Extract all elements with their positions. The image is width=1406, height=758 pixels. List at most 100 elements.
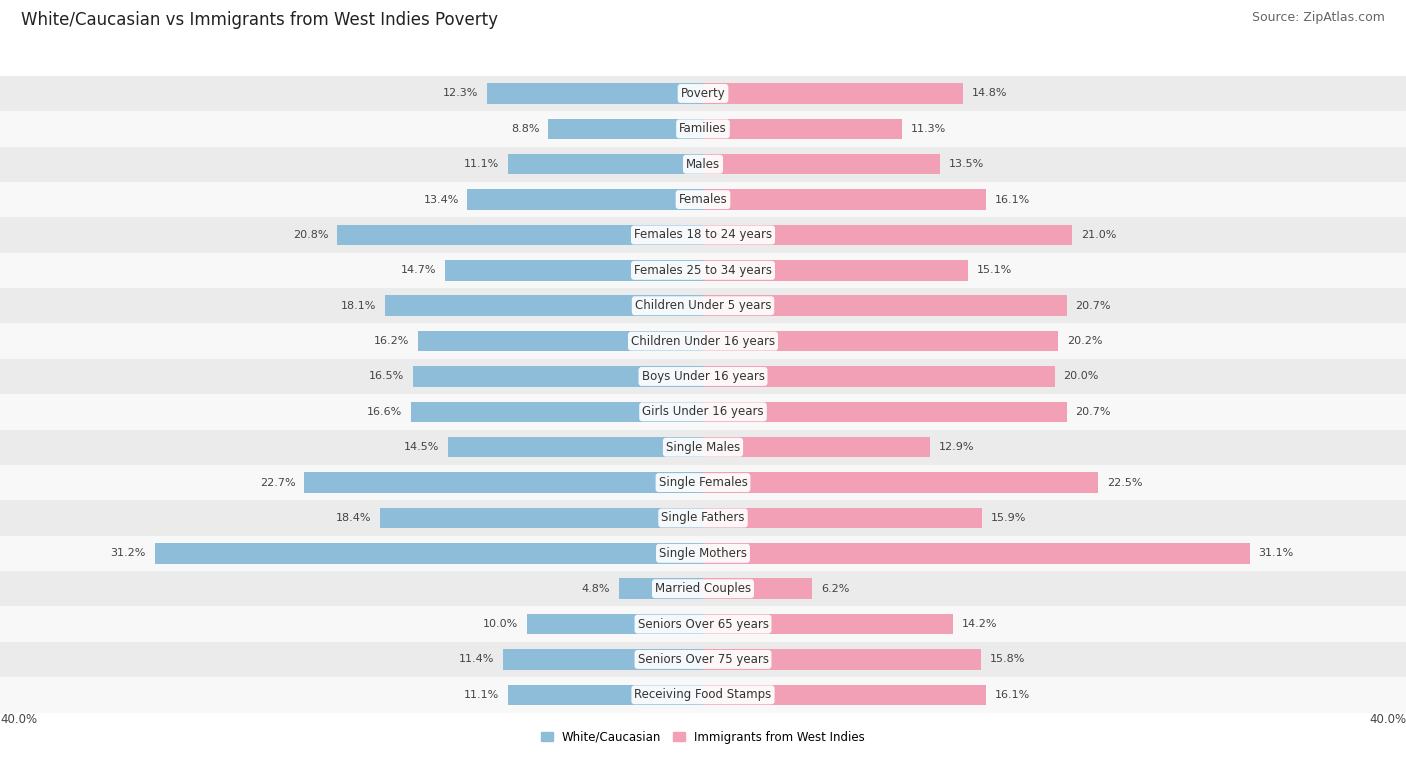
Bar [380, 508, 703, 528]
Text: 15.1%: 15.1% [977, 265, 1012, 275]
Text: Single Fathers: Single Fathers [661, 512, 745, 525]
Text: 13.4%: 13.4% [423, 195, 458, 205]
Text: Married Couples: Married Couples [655, 582, 751, 595]
Bar [155, 543, 703, 564]
Text: Children Under 16 years: Children Under 16 years [631, 334, 775, 348]
Text: 16.1%: 16.1% [995, 195, 1031, 205]
Text: 14.8%: 14.8% [972, 89, 1007, 99]
Text: 20.7%: 20.7% [1076, 301, 1111, 311]
Text: 20.2%: 20.2% [1067, 336, 1102, 346]
Bar [0, 465, 1406, 500]
Bar [0, 677, 1406, 713]
Bar [0, 606, 1406, 642]
Bar [703, 190, 986, 210]
Bar [703, 508, 983, 528]
Bar [527, 614, 703, 634]
Bar [548, 118, 703, 139]
Bar [0, 359, 1406, 394]
Text: Boys Under 16 years: Boys Under 16 years [641, 370, 765, 383]
Text: 10.0%: 10.0% [484, 619, 519, 629]
Text: Females: Females [679, 193, 727, 206]
Bar [703, 684, 986, 705]
Text: 20.0%: 20.0% [1063, 371, 1098, 381]
Text: 18.4%: 18.4% [336, 513, 371, 523]
Text: Seniors Over 65 years: Seniors Over 65 years [637, 618, 769, 631]
Text: 11.1%: 11.1% [464, 690, 499, 700]
Bar [703, 437, 929, 458]
Text: 20.8%: 20.8% [294, 230, 329, 240]
Text: 6.2%: 6.2% [821, 584, 849, 594]
Legend: White/Caucasian, Immigrants from West Indies: White/Caucasian, Immigrants from West In… [536, 726, 870, 748]
Text: 13.5%: 13.5% [949, 159, 984, 169]
Text: 14.5%: 14.5% [404, 442, 439, 453]
Text: Source: ZipAtlas.com: Source: ZipAtlas.com [1251, 11, 1385, 24]
Text: 16.6%: 16.6% [367, 407, 402, 417]
Bar [0, 500, 1406, 536]
Bar [703, 296, 1067, 316]
Bar [703, 224, 1073, 246]
Text: 8.8%: 8.8% [510, 124, 540, 134]
Bar [503, 649, 703, 670]
Text: 31.1%: 31.1% [1258, 548, 1294, 559]
Text: Single Females: Single Females [658, 476, 748, 489]
Bar [385, 296, 703, 316]
Text: 16.2%: 16.2% [374, 336, 409, 346]
Bar [703, 402, 1067, 422]
Text: 12.3%: 12.3% [443, 89, 478, 99]
Bar [703, 260, 969, 280]
Bar [0, 642, 1406, 677]
Bar [703, 472, 1098, 493]
Text: 40.0%: 40.0% [1369, 713, 1406, 725]
Text: 15.9%: 15.9% [991, 513, 1026, 523]
Text: Females 18 to 24 years: Females 18 to 24 years [634, 228, 772, 242]
Bar [703, 330, 1057, 352]
Bar [0, 76, 1406, 111]
Bar [703, 649, 981, 670]
Bar [0, 288, 1406, 324]
Bar [486, 83, 703, 104]
Text: Families: Families [679, 122, 727, 136]
Text: Girls Under 16 years: Girls Under 16 years [643, 406, 763, 418]
Text: 40.0%: 40.0% [0, 713, 37, 725]
Bar [413, 366, 703, 387]
Text: 4.8%: 4.8% [581, 584, 610, 594]
Text: 12.9%: 12.9% [939, 442, 974, 453]
Bar [703, 578, 813, 599]
Text: 11.1%: 11.1% [464, 159, 499, 169]
Bar [0, 252, 1406, 288]
Text: Single Mothers: Single Mothers [659, 547, 747, 560]
Text: Males: Males [686, 158, 720, 171]
Text: 22.7%: 22.7% [260, 478, 295, 487]
Bar [0, 182, 1406, 218]
Text: 21.0%: 21.0% [1081, 230, 1116, 240]
Bar [419, 330, 703, 352]
Bar [508, 684, 703, 705]
Bar [703, 83, 963, 104]
Bar [703, 154, 941, 174]
Bar [508, 154, 703, 174]
Text: White/Caucasian vs Immigrants from West Indies Poverty: White/Caucasian vs Immigrants from West … [21, 11, 498, 30]
Bar [467, 190, 703, 210]
Text: 31.2%: 31.2% [111, 548, 146, 559]
Text: 18.1%: 18.1% [340, 301, 375, 311]
Bar [703, 543, 1250, 564]
Text: Single Males: Single Males [666, 440, 740, 454]
Text: 16.5%: 16.5% [368, 371, 405, 381]
Text: 15.8%: 15.8% [990, 654, 1025, 665]
Bar [0, 394, 1406, 430]
Text: 16.1%: 16.1% [995, 690, 1031, 700]
Text: 11.4%: 11.4% [458, 654, 494, 665]
Text: 14.7%: 14.7% [401, 265, 436, 275]
Text: Seniors Over 75 years: Seniors Over 75 years [637, 653, 769, 666]
Bar [449, 437, 703, 458]
Text: Poverty: Poverty [681, 87, 725, 100]
Text: 20.7%: 20.7% [1076, 407, 1111, 417]
Bar [0, 536, 1406, 571]
Bar [0, 571, 1406, 606]
Text: 11.3%: 11.3% [911, 124, 946, 134]
Bar [703, 614, 953, 634]
Text: Receiving Food Stamps: Receiving Food Stamps [634, 688, 772, 701]
Text: Females 25 to 34 years: Females 25 to 34 years [634, 264, 772, 277]
Bar [0, 146, 1406, 182]
Bar [619, 578, 703, 599]
